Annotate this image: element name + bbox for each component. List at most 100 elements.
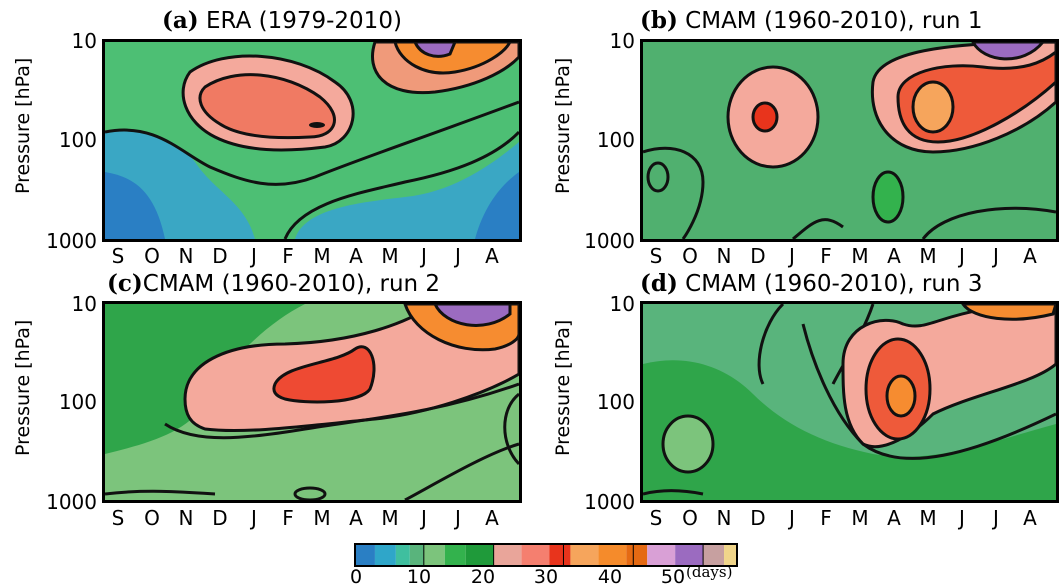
panel-c-ytick-1000: 1000 [46,490,97,514]
panel-a-ytick-100: 100 [58,128,97,152]
panel-c-title: (c)CMAM (1960-2010), run 2 [107,270,440,297]
panel-c-small-loop [293,486,327,500]
panel-c-ytick-100: 100 [58,390,97,414]
panel-a-xtick-3: D [212,244,228,268]
panel-d-ytick-100: 100 [596,390,635,414]
panel-a-xtick-1: O [144,244,160,268]
colorbar-tick-50: 50 [660,566,686,588]
panel-b-contour-low [643,146,705,239]
panel-c-plot-area [102,301,522,503]
panel-c-xtick-4: J [251,506,257,530]
panel-d-xtick-6: M [851,506,869,530]
colorbar-segment [703,543,725,567]
panel-a-xtick-11: A [485,244,499,268]
colorbar-segment [354,543,375,567]
colorbar-segment [423,543,445,567]
panel-c-xtick-11: A [485,506,499,530]
panel-b-xtick-2: N [716,244,732,268]
panel-d-max-peak [885,374,917,418]
panel-c-xtick-10: J [455,506,461,530]
panel-d-xtick-3: D [750,506,766,530]
colorbar-segment [465,543,494,567]
colorbar-segment [493,543,522,567]
colorbar-tick-0: 0 [349,566,363,588]
panel-c-xtick-1: O [144,506,160,530]
panel-b-xtick-6: M [851,244,869,268]
panel-a-xtick-8: M [381,244,399,268]
panel-d-title-text: CMAM (1960-2010), run 3 [685,271,983,297]
colorbar-segment [521,543,550,567]
panel-b-xtick-8: M [919,244,937,268]
colorbar-segment [598,543,627,567]
panel-d-upper-right [961,304,1056,321]
colorbar-segment [675,543,704,567]
panel-c-contour-10 [164,382,519,440]
colorbar-segment [626,543,648,567]
panel-d-xtick-1: O [682,506,698,530]
panel-b-xtick-3: D [750,244,766,268]
panel-b-ytick-1000: 1000 [584,229,635,253]
panel-a-xtick-7: A [349,244,363,268]
colorbar-tick-30: 30 [533,566,559,588]
panel-b-label: (b) [640,7,678,34]
panel-d-plot-area [640,301,1059,503]
panel-a-plot-area [102,39,522,242]
colorbar-segment [724,543,738,567]
panel-b-ytick-100: 100 [596,128,635,152]
colorbar-segment [444,543,466,567]
panel-b-xtick-11: A [1023,244,1037,268]
panel-d-ytick-1000: 1000 [584,490,635,514]
panel-a-xtick-6: M [313,244,331,268]
panel-b-title-text: CMAM (1960-2010), run 1 [685,8,983,34]
panel-d-title: (d) CMAM (1960-2010), run 3 [640,270,982,297]
panel-c-xtick-7: A [349,506,363,530]
panel-a-xtick-2: N [178,244,194,268]
panel-c-label: (c) [107,270,143,297]
panel-d-xtick-5: F [820,506,832,530]
panel-d-blob-left [661,414,715,474]
panel-b-max-region-left-core [751,101,779,133]
panel-b-contour-bottom [792,206,1056,239]
panel-c-xtick-9: J [421,506,427,530]
panel-b-xtick-10: J [993,244,999,268]
panel-a-title: (a) ERA (1979-2010) [162,7,402,34]
colorbar-segment [549,543,571,567]
colorbar-segment [395,543,410,567]
panel-a-contour-10 [105,100,519,186]
panel-d-xtick-9: J [959,506,965,530]
colorbar-segment [409,543,424,567]
panel-d-xtick-4: J [789,506,795,530]
panel-d-contour-bottom [643,489,704,496]
panel-a-xtick-9: J [421,244,427,268]
panel-a-low-region-right-deep [475,172,519,239]
panel-c-xtick-5: F [282,506,294,530]
panel-a-contour-10b [283,130,519,239]
panel-c-xtick-0: S [111,506,125,530]
panel-b-xtick-9: J [959,244,965,268]
panel-b-ytick-10: 10 [609,29,635,53]
panel-d-xtick-8: M [919,506,937,530]
panel-d-xtick-0: S [649,506,663,530]
panel-b-xtick-7: A [887,244,901,268]
panel-b-blob-right [871,170,905,224]
panel-d-contour-10 [801,323,1056,460]
panel-d-xtick-10: J [993,506,999,530]
panel-c-xtick-2: N [178,506,194,530]
panel-a-ytick-1000: 1000 [46,229,97,253]
panel-a-max-region-core [198,73,336,140]
panel-a-xtick-4: J [251,244,257,268]
panel-a-label: (a) [162,7,199,34]
panel-b-small-loop [646,161,670,193]
panel-d-green-region [643,360,1056,500]
panel-b-plot-area [640,39,1059,242]
colorbar-tick-10: 10 [406,566,432,588]
panel-b-xtick-5: F [820,244,832,268]
panel-b-max-peak [911,80,955,134]
colorbar-tick-20: 20 [470,566,496,588]
colorbar-segment [570,543,599,567]
panel-c-xtick-3: D [212,506,228,530]
panel-c-contour-right [503,392,519,466]
panel-b-xtick-1: O [682,244,698,268]
colorbar-unit: (days) [686,563,733,581]
panel-c-xtick-8: M [381,506,399,530]
